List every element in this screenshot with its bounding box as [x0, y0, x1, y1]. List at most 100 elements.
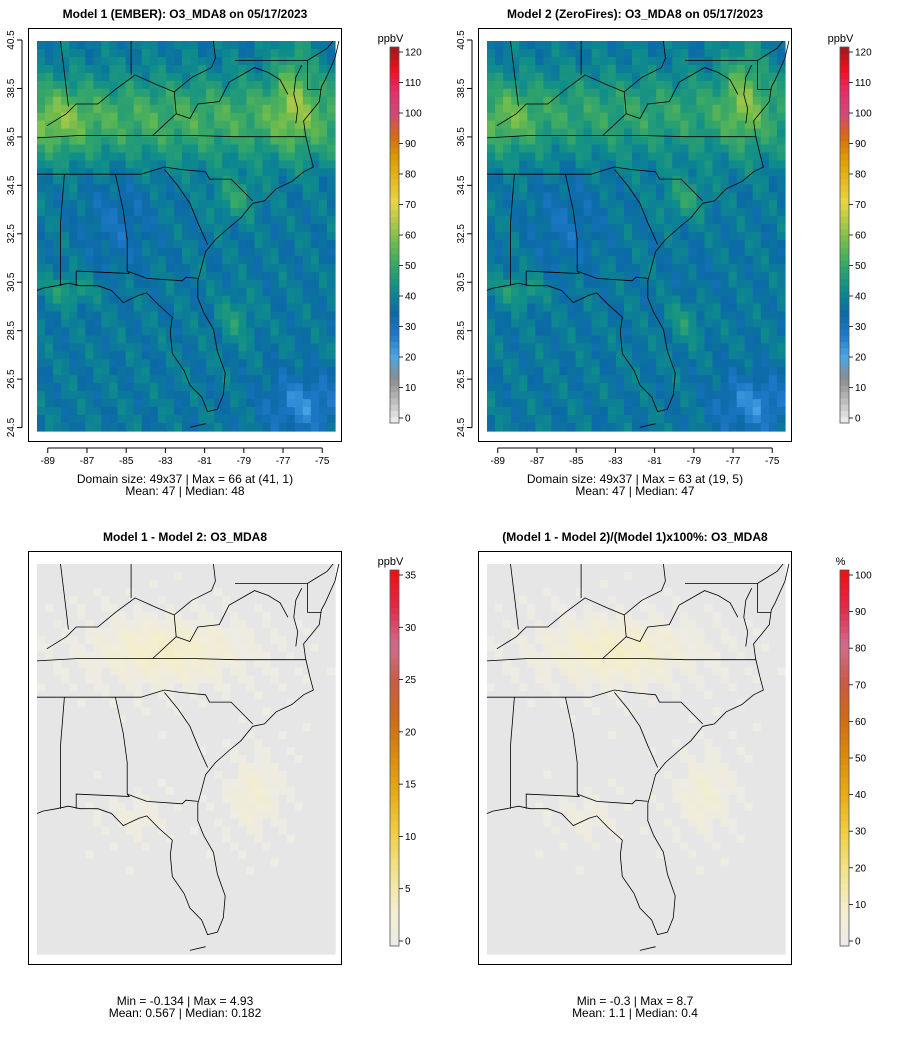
grid-cell	[503, 112, 512, 122]
grid-cell	[278, 683, 288, 692]
grid-cell	[109, 723, 119, 732]
grid-cell	[69, 343, 78, 353]
grid-cell	[752, 351, 762, 360]
grid-cell	[318, 319, 328, 329]
grid-cell	[149, 359, 159, 368]
grid-cell	[768, 359, 778, 368]
grid-cell	[591, 224, 601, 233]
grid-cell	[230, 571, 239, 581]
grid-cell	[77, 643, 86, 653]
grid-cell	[527, 287, 536, 297]
grid-cell	[125, 239, 135, 249]
grid-cell	[157, 747, 167, 756]
grid-cell	[69, 747, 78, 756]
grid-cell	[198, 88, 207, 98]
grid-cell	[190, 731, 199, 740]
grid-cell	[640, 128, 649, 138]
grid-cell	[495, 80, 504, 90]
grid-cell	[238, 770, 247, 780]
grid-cell	[69, 627, 78, 637]
grid-cell	[776, 367, 786, 376]
grid-cell	[149, 755, 159, 764]
grid-cell	[680, 391, 689, 400]
grid-cell	[599, 359, 609, 368]
grid-cell	[165, 842, 175, 852]
grid-cell	[173, 810, 183, 820]
grid-cell	[173, 192, 183, 201]
grid-cell	[246, 247, 256, 257]
grid-cell	[53, 319, 62, 329]
grid-cell	[294, 691, 304, 700]
grid-cell	[270, 794, 280, 804]
grid-cell	[45, 375, 54, 384]
grid-cell	[85, 96, 94, 106]
grid-cell	[704, 415, 714, 424]
grid-cell	[61, 399, 70, 408]
grid-cell	[294, 794, 304, 804]
grid-cell	[294, 723, 304, 732]
grid-cell	[648, 287, 657, 297]
grid-cell	[736, 64, 746, 74]
grid-cell	[141, 144, 151, 154]
grid-cell	[149, 842, 159, 852]
grid-cell	[495, 271, 504, 281]
grid-cell	[286, 208, 296, 217]
grid-cell	[214, 64, 223, 74]
grid-cell	[535, 335, 544, 345]
grid-cell	[278, 595, 288, 605]
grid-cell	[567, 88, 577, 98]
grid-cell	[270, 216, 280, 225]
grid-cell	[736, 343, 746, 353]
grid-cell	[640, 112, 649, 122]
grid-cell	[712, 216, 722, 225]
grid-cell	[696, 407, 706, 416]
grid-cell	[173, 375, 183, 384]
grid-cell	[318, 303, 328, 313]
grid-cell	[254, 287, 264, 297]
grid-cell	[736, 367, 746, 376]
grid-cell	[222, 723, 231, 732]
grid-cell	[302, 579, 312, 589]
grid-cell	[302, 826, 312, 836]
grid-cell	[768, 287, 778, 297]
grid-cell	[503, 152, 512, 161]
grid-cell	[527, 239, 536, 249]
grid-cell	[125, 826, 135, 836]
grid-cell	[246, 88, 256, 98]
grid-cell	[511, 120, 520, 130]
grid-cell	[93, 627, 103, 637]
grid-cell	[206, 64, 215, 74]
grid-cell	[615, 271, 625, 281]
grid-cell	[173, 335, 183, 345]
grid-cell	[133, 826, 143, 836]
grid-cell	[85, 731, 94, 740]
grid-cell	[736, 136, 746, 146]
grid-cell	[776, 383, 786, 392]
grid-cell	[246, 160, 256, 169]
grid-cell	[672, 184, 681, 193]
grid-cell	[583, 72, 593, 82]
grid-cell	[149, 778, 159, 788]
grid-cell	[190, 192, 199, 201]
grid-cell	[141, 778, 151, 788]
grid-cell	[527, 120, 536, 130]
grid-cell	[680, 335, 689, 345]
grid-cell	[286, 343, 296, 353]
grid-cell	[270, 136, 280, 146]
grid-cell	[45, 651, 54, 661]
grid-cell	[575, 208, 585, 217]
grid-cell	[157, 810, 167, 820]
grid-cell	[688, 303, 697, 313]
grid-cell	[262, 651, 272, 661]
grid-cell	[157, 64, 167, 74]
grid-cell	[551, 168, 561, 177]
grid-cell	[69, 327, 78, 337]
grid-cell	[125, 571, 135, 581]
grid-cell	[230, 239, 239, 249]
grid-cell	[69, 295, 78, 305]
grid-cell	[527, 263, 536, 273]
grid-cell	[45, 802, 54, 812]
grid-cell	[141, 564, 151, 573]
grid-cell	[696, 208, 706, 217]
grid-cell	[157, 311, 167, 321]
